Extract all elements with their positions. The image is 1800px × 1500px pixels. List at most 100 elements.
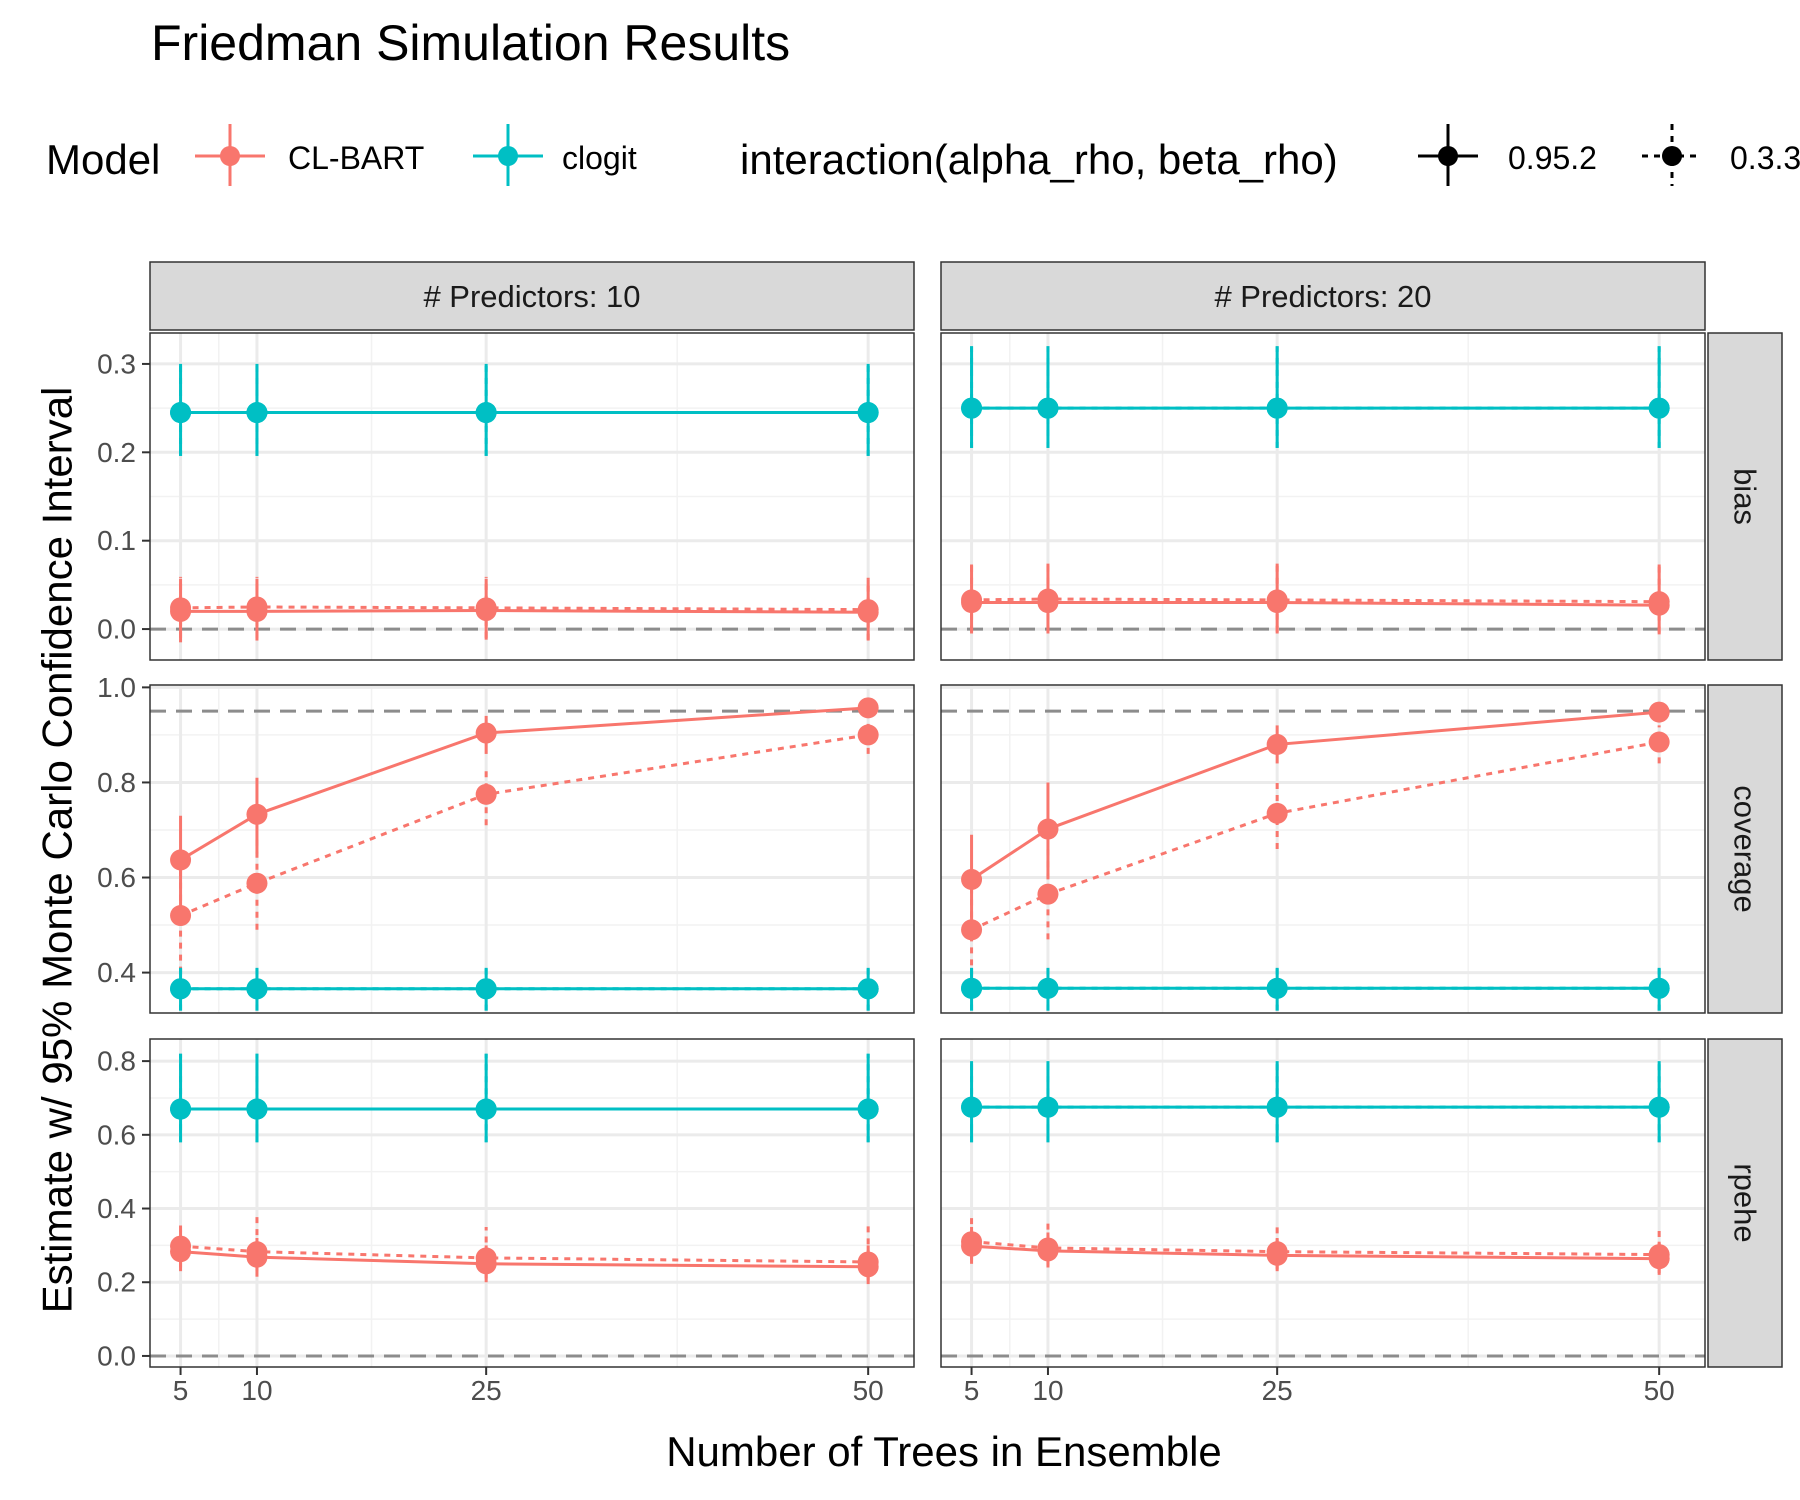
legend-label-cl-bart: CL-BART bbox=[288, 140, 425, 176]
data-point bbox=[246, 978, 268, 1000]
data-point bbox=[170, 1098, 192, 1120]
data-point bbox=[246, 872, 268, 894]
data-point bbox=[246, 596, 268, 618]
x-tick-label-0-3: 50 bbox=[853, 1375, 884, 1406]
data-point bbox=[1037, 818, 1059, 840]
legend-key-linetype-point-1 bbox=[1662, 146, 1682, 166]
data-point bbox=[1037, 1237, 1059, 1259]
data-point bbox=[961, 397, 983, 419]
data-point bbox=[1266, 733, 1288, 755]
legend-color-title: Model bbox=[46, 136, 161, 183]
x-tick-label-0-1: 10 bbox=[241, 1375, 272, 1406]
data-point bbox=[857, 599, 879, 621]
data-point bbox=[1266, 802, 1288, 824]
panel-border-1-1 bbox=[940, 684, 1706, 1014]
data-point bbox=[170, 849, 192, 871]
strip-column-label-0: # Predictors: 10 bbox=[423, 279, 640, 314]
y-tick-label-0-1: 0.1 bbox=[97, 525, 136, 556]
panel-2-0 bbox=[149, 1038, 915, 1368]
data-point bbox=[1266, 1096, 1288, 1118]
series-line-cl-bart-0 bbox=[971, 1244, 1660, 1261]
data-point bbox=[1037, 883, 1059, 905]
data-point bbox=[857, 402, 879, 424]
data-point bbox=[475, 402, 497, 424]
series-line-cl-bart-0 bbox=[971, 601, 1660, 607]
data-point bbox=[246, 1098, 268, 1120]
y-tick-label-2-2: 0.4 bbox=[97, 1193, 136, 1224]
x-tick-label-1-1: 10 bbox=[1032, 1375, 1063, 1406]
legend-key-point-1 bbox=[498, 146, 518, 166]
data-point bbox=[1648, 1096, 1670, 1118]
data-point bbox=[857, 697, 879, 719]
data-point bbox=[170, 978, 192, 1000]
y-tick-label-0-0: 0.0 bbox=[97, 614, 136, 645]
strip-row-0 bbox=[1707, 332, 1783, 661]
y-tick-label-1-1: 0.6 bbox=[97, 862, 136, 893]
data-point bbox=[475, 783, 497, 805]
y-tick-label-1-3: 1.0 bbox=[97, 672, 136, 703]
data-point bbox=[1037, 397, 1059, 419]
data-point bbox=[475, 1247, 497, 1269]
data-point bbox=[1037, 588, 1059, 610]
data-point bbox=[1266, 1241, 1288, 1263]
data-point bbox=[1648, 1244, 1670, 1266]
data-point bbox=[1266, 397, 1288, 419]
chart-title: Friedman Simulation Results bbox=[151, 15, 791, 71]
strip-row-label-1: coverage bbox=[1728, 785, 1763, 913]
panel-border-2-0 bbox=[149, 1038, 915, 1368]
data-point bbox=[475, 597, 497, 619]
legend-label-dotted: 0.3.3 bbox=[1730, 140, 1800, 176]
data-point bbox=[1037, 1096, 1059, 1118]
data-point bbox=[1266, 589, 1288, 611]
data-point bbox=[170, 402, 192, 424]
panel-border-0-1 bbox=[940, 332, 1706, 661]
y-tick-label-2-0: 0.0 bbox=[97, 1340, 136, 1371]
data-point bbox=[475, 722, 497, 744]
series-line-cl-bart-1 bbox=[180, 605, 869, 612]
panel-2-1 bbox=[940, 1038, 1706, 1368]
panel-0-0 bbox=[149, 332, 915, 661]
data-point bbox=[961, 1231, 983, 1253]
y-tick-label-1-2: 0.8 bbox=[97, 767, 136, 798]
series-line-cl-bart-1 bbox=[970, 740, 1660, 932]
legend-key-point-0 bbox=[220, 146, 240, 166]
strip-column-0 bbox=[149, 261, 915, 331]
data-point bbox=[961, 589, 983, 611]
data-point bbox=[1037, 977, 1059, 999]
series-line-cl-bart-1 bbox=[180, 1244, 869, 1264]
strip-row-1 bbox=[1707, 684, 1783, 1014]
data-point bbox=[961, 919, 983, 941]
data-point bbox=[961, 977, 983, 999]
panel-1-1 bbox=[940, 684, 1706, 1014]
data-point bbox=[246, 1241, 268, 1263]
data-point bbox=[857, 1251, 879, 1273]
panel-0-1 bbox=[940, 332, 1706, 661]
series-line-cl-bart-0 bbox=[970, 710, 1660, 881]
data-point bbox=[170, 905, 192, 927]
data-point bbox=[475, 978, 497, 1000]
data-point bbox=[1648, 731, 1670, 753]
data-point bbox=[170, 1235, 192, 1257]
strip-row-2 bbox=[1707, 1038, 1783, 1368]
data-point bbox=[1648, 591, 1670, 613]
y-tick-label-2-4: 0.8 bbox=[97, 1046, 136, 1077]
panel-border-0-0 bbox=[149, 332, 915, 661]
strip-row-label-0: bias bbox=[1728, 468, 1763, 525]
data-point bbox=[1648, 397, 1670, 419]
panel-border-1-0 bbox=[149, 684, 915, 1014]
y-tick-label-2-3: 0.6 bbox=[97, 1119, 136, 1150]
data-point bbox=[857, 724, 879, 746]
data-point bbox=[1648, 701, 1670, 723]
data-point bbox=[1648, 977, 1670, 999]
series-line-cl-bart-1 bbox=[971, 1240, 1660, 1257]
data-point bbox=[170, 597, 192, 619]
panel-1-0 bbox=[149, 684, 915, 1014]
series-line-cl-bart-0 bbox=[180, 609, 869, 614]
legend-key-linetype-point-0 bbox=[1438, 146, 1458, 166]
data-point bbox=[1266, 977, 1288, 999]
data-point bbox=[475, 1098, 497, 1120]
strip-row-label-2: rpehe bbox=[1728, 1163, 1763, 1242]
series-line-cl-bart-1 bbox=[179, 733, 869, 917]
y-tick-label-0-3: 0.3 bbox=[97, 348, 136, 379]
